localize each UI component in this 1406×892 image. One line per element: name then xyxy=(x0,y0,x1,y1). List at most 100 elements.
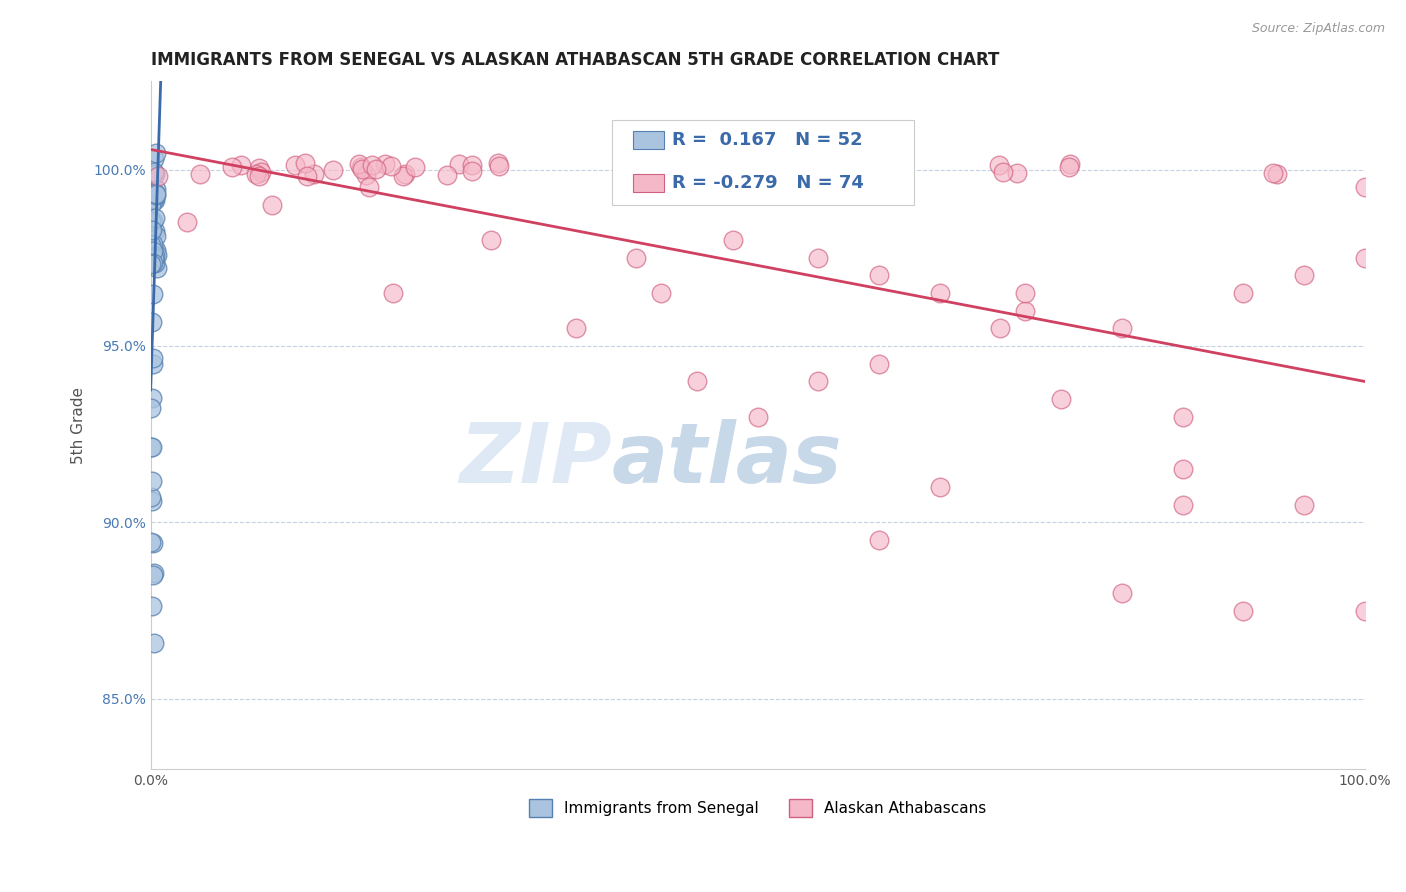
Point xyxy=(359,180,381,194)
Point xyxy=(142,351,165,366)
Point xyxy=(868,268,890,283)
Point xyxy=(488,160,510,174)
Point xyxy=(145,187,167,202)
Point xyxy=(141,198,163,212)
Point xyxy=(686,374,709,388)
Point xyxy=(139,535,162,549)
Point xyxy=(247,169,270,184)
Point xyxy=(284,158,307,172)
Point xyxy=(360,157,382,171)
Point xyxy=(145,243,167,257)
Point xyxy=(139,214,162,228)
Point xyxy=(928,480,950,494)
Point xyxy=(141,392,163,406)
Point xyxy=(142,243,165,257)
Point xyxy=(1261,166,1284,180)
Point xyxy=(145,211,167,225)
Point xyxy=(347,156,370,170)
Point xyxy=(231,158,253,172)
Point xyxy=(436,168,458,182)
Point xyxy=(1005,166,1028,180)
Point xyxy=(145,182,167,196)
Point xyxy=(143,192,166,206)
Point xyxy=(141,315,163,329)
Point xyxy=(875,161,897,176)
Point xyxy=(142,184,165,198)
Point xyxy=(382,286,405,301)
Point xyxy=(188,167,211,181)
Point xyxy=(141,599,163,613)
Point xyxy=(349,160,371,174)
Point xyxy=(460,158,482,172)
Point xyxy=(1111,586,1133,600)
Point xyxy=(142,536,165,550)
Point xyxy=(404,160,426,174)
Point xyxy=(145,229,167,244)
Point xyxy=(990,321,1012,335)
Point xyxy=(868,357,890,371)
Point xyxy=(141,223,163,237)
Point xyxy=(364,162,387,177)
Point xyxy=(1014,286,1036,301)
Text: atlas: atlas xyxy=(612,419,842,500)
Point xyxy=(245,167,267,181)
Text: R = -0.279   N = 74: R = -0.279 N = 74 xyxy=(672,174,863,192)
Point xyxy=(447,157,470,171)
Point xyxy=(143,152,166,166)
Point xyxy=(626,251,648,265)
Point xyxy=(145,146,167,161)
Point xyxy=(139,490,162,504)
Point xyxy=(141,238,163,252)
Point xyxy=(221,160,243,174)
Point xyxy=(380,159,402,173)
Point xyxy=(143,566,166,581)
Point xyxy=(479,233,502,247)
Legend: Immigrants from Senegal, Alaskan Athabascans: Immigrants from Senegal, Alaskan Athabas… xyxy=(523,793,993,823)
Point xyxy=(1354,603,1376,617)
Point xyxy=(1050,392,1073,406)
Point xyxy=(1059,156,1081,170)
Point xyxy=(139,440,162,454)
Point xyxy=(145,260,167,275)
Point xyxy=(302,168,325,182)
Point xyxy=(262,198,284,212)
Point xyxy=(1171,498,1194,512)
Point xyxy=(1171,462,1194,476)
Point xyxy=(143,635,166,649)
Point xyxy=(870,169,893,183)
Point xyxy=(1057,160,1080,174)
Point xyxy=(143,249,166,263)
Point xyxy=(868,533,890,547)
Point xyxy=(807,251,830,265)
Point xyxy=(1111,321,1133,335)
Point xyxy=(142,237,165,252)
Point xyxy=(142,214,165,228)
Point xyxy=(1265,167,1288,181)
Point xyxy=(807,374,830,388)
Point xyxy=(145,256,167,270)
Point xyxy=(142,186,165,200)
Point xyxy=(142,252,165,266)
Point xyxy=(1354,180,1376,194)
Point xyxy=(142,256,165,270)
Point xyxy=(295,169,318,183)
Point xyxy=(141,494,163,508)
Point xyxy=(143,193,166,207)
Text: IMMIGRANTS FROM SENEGAL VS ALASKAN ATHABASCAN 5TH GRADE CORRELATION CHART: IMMIGRANTS FROM SENEGAL VS ALASKAN ATHAB… xyxy=(150,51,1000,69)
Point xyxy=(394,167,416,181)
Point xyxy=(1232,603,1254,617)
Point xyxy=(650,286,672,301)
Point xyxy=(815,161,838,175)
Point xyxy=(1354,251,1376,265)
Point xyxy=(142,357,165,371)
Point xyxy=(139,401,162,415)
Point xyxy=(249,164,271,178)
Point xyxy=(1014,303,1036,318)
Text: ZIP: ZIP xyxy=(460,419,612,500)
Point xyxy=(143,252,166,267)
Point xyxy=(142,287,165,301)
Point xyxy=(141,440,163,454)
Point xyxy=(143,224,166,238)
Point xyxy=(176,215,198,229)
Y-axis label: 5th Grade: 5th Grade xyxy=(72,387,86,464)
